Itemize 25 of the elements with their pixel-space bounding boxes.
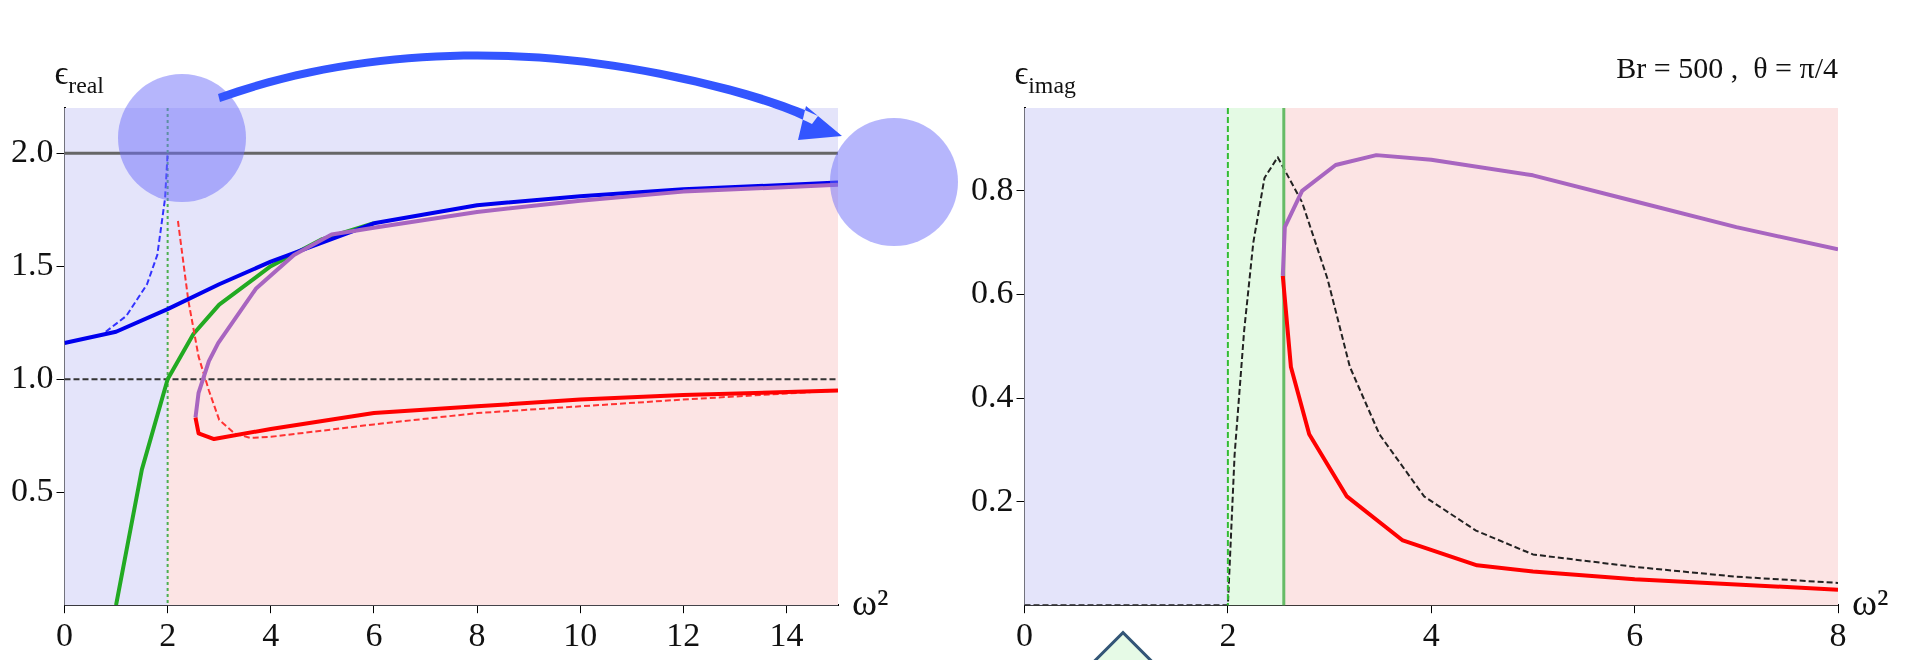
y-tick-label: 0.4 — [971, 376, 1014, 414]
y-tick-label: 1.5 — [11, 245, 54, 283]
y-tick-label: 1.0 — [11, 358, 54, 396]
y-tick-label: 0.2 — [971, 480, 1014, 518]
x-tick-label: 12 — [666, 615, 701, 653]
text: Br = 500 , θ = π/4 — [1616, 51, 1839, 84]
x-axis-title: ω² — [852, 581, 889, 624]
y-tick-label: 0.5 — [11, 471, 54, 509]
x-tick-label: 0 — [1016, 615, 1033, 653]
line-series — [104, 152, 169, 333]
x-tick-label: 2 — [1219, 615, 1237, 653]
y-tick-label: 0.8 — [971, 169, 1014, 207]
x-tick-label: 6 — [365, 615, 383, 653]
x-tick-label: 10 — [563, 615, 598, 653]
x-tick-label: 4 — [262, 615, 280, 653]
x-tick-label: 14 — [769, 615, 804, 653]
x-axis-title: ω² — [1852, 581, 1889, 624]
y-tick-label: 0.6 — [971, 273, 1014, 311]
y-tick-label: 2.0 — [11, 132, 54, 170]
x-tick-label: 2 — [159, 615, 177, 653]
x-tick-label: 8 — [1829, 615, 1847, 653]
x-tick-label: 6 — [1626, 615, 1644, 653]
x-tick-label: 0 — [56, 615, 73, 653]
x-tick-label: 4 — [1422, 615, 1440, 653]
x-tick-label: 8 — [468, 615, 486, 653]
